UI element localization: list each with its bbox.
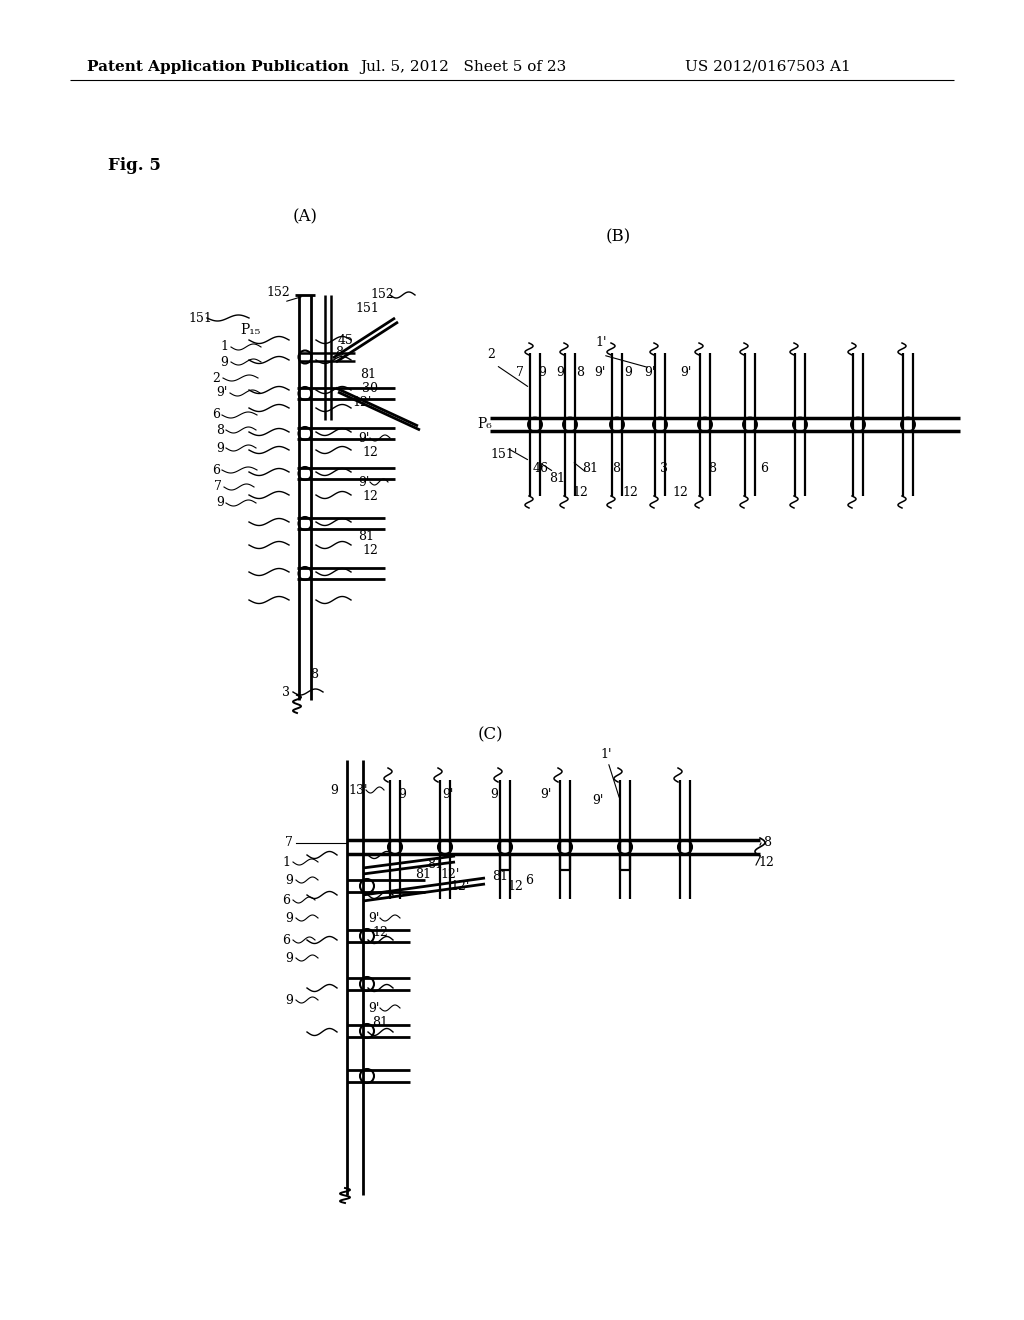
Text: 7: 7 bbox=[516, 366, 524, 379]
Text: 8: 8 bbox=[575, 366, 584, 379]
Text: 8: 8 bbox=[708, 462, 716, 474]
Text: (B): (B) bbox=[605, 228, 631, 246]
Text: 81: 81 bbox=[582, 462, 598, 474]
Text: 45: 45 bbox=[338, 334, 354, 346]
Text: 12': 12' bbox=[352, 396, 372, 408]
Text: 12: 12 bbox=[372, 927, 388, 940]
Text: 8: 8 bbox=[612, 462, 620, 474]
Text: 6: 6 bbox=[760, 462, 768, 474]
Text: 8: 8 bbox=[763, 837, 771, 850]
Text: 81: 81 bbox=[360, 368, 376, 381]
Text: 6: 6 bbox=[212, 408, 220, 421]
Text: 9: 9 bbox=[285, 994, 293, 1006]
Text: 12': 12' bbox=[440, 869, 460, 882]
Text: 12: 12 bbox=[672, 486, 688, 499]
Text: 9: 9 bbox=[490, 788, 498, 801]
Text: 6: 6 bbox=[525, 874, 534, 887]
Text: 81: 81 bbox=[415, 869, 431, 882]
Text: 151': 151' bbox=[490, 449, 517, 462]
Text: 12: 12 bbox=[507, 880, 523, 894]
Text: 12: 12 bbox=[622, 486, 638, 499]
Text: 12: 12 bbox=[362, 446, 378, 458]
Text: 9': 9' bbox=[358, 475, 370, 488]
Text: 81: 81 bbox=[372, 1015, 388, 1028]
Text: (A): (A) bbox=[293, 209, 317, 226]
Text: 151: 151 bbox=[188, 312, 212, 325]
Text: 2: 2 bbox=[487, 348, 495, 362]
Text: 152: 152 bbox=[266, 285, 290, 298]
Text: 7: 7 bbox=[214, 480, 222, 494]
Text: 9: 9 bbox=[220, 355, 228, 368]
Text: 9: 9 bbox=[330, 784, 338, 796]
Text: (C): (C) bbox=[477, 726, 503, 743]
Text: 8: 8 bbox=[310, 668, 318, 681]
Text: 1: 1 bbox=[220, 341, 228, 354]
Text: 9: 9 bbox=[538, 366, 546, 379]
Text: 1': 1' bbox=[600, 748, 611, 762]
Text: 151: 151 bbox=[355, 301, 379, 314]
Text: 9: 9 bbox=[398, 788, 406, 801]
Text: 7: 7 bbox=[285, 837, 293, 850]
Text: 81: 81 bbox=[358, 531, 374, 544]
Text: 9: 9 bbox=[216, 441, 224, 454]
Text: 12: 12 bbox=[362, 544, 378, 557]
Text: 8: 8 bbox=[216, 424, 224, 437]
Text: 9': 9' bbox=[592, 793, 603, 807]
Text: Patent Application Publication: Patent Application Publication bbox=[87, 59, 349, 74]
Text: 9': 9' bbox=[644, 366, 655, 379]
Text: 3: 3 bbox=[660, 462, 668, 474]
Text: Jul. 5, 2012   Sheet 5 of 23: Jul. 5, 2012 Sheet 5 of 23 bbox=[360, 59, 566, 74]
Text: 6: 6 bbox=[282, 933, 290, 946]
Text: P₁₅: P₁₅ bbox=[240, 323, 260, 337]
Text: 9': 9' bbox=[216, 387, 227, 400]
Text: 1: 1 bbox=[282, 855, 290, 869]
Text: 30: 30 bbox=[362, 381, 378, 395]
Text: 81: 81 bbox=[492, 870, 508, 883]
Text: 81: 81 bbox=[549, 471, 565, 484]
Text: 9: 9 bbox=[285, 874, 293, 887]
Text: US 2012/0167503 A1: US 2012/0167503 A1 bbox=[685, 59, 851, 74]
Text: 2: 2 bbox=[212, 371, 220, 384]
Text: 13': 13' bbox=[348, 784, 368, 796]
Text: 12': 12' bbox=[450, 880, 469, 894]
Text: 9: 9 bbox=[285, 912, 293, 924]
Text: 6: 6 bbox=[282, 894, 290, 907]
Text: 9': 9' bbox=[368, 912, 379, 924]
Text: 9: 9 bbox=[216, 496, 224, 510]
Text: 152: 152 bbox=[370, 289, 394, 301]
Text: 3: 3 bbox=[282, 685, 290, 698]
Text: 9': 9' bbox=[358, 432, 370, 445]
Text: 12: 12 bbox=[362, 490, 378, 503]
Text: 9': 9' bbox=[368, 1002, 379, 1015]
Text: P₆: P₆ bbox=[477, 417, 492, 432]
Text: 12: 12 bbox=[572, 486, 588, 499]
Text: 9': 9' bbox=[540, 788, 551, 801]
Text: 46: 46 bbox=[534, 462, 549, 474]
Text: 9': 9' bbox=[680, 366, 691, 379]
Text: 9': 9' bbox=[442, 788, 454, 801]
Text: 1': 1' bbox=[595, 335, 606, 348]
Text: 9: 9 bbox=[624, 366, 632, 379]
Text: 12: 12 bbox=[758, 855, 774, 869]
Text: 9': 9' bbox=[594, 366, 605, 379]
Text: 9: 9 bbox=[285, 952, 293, 965]
Text: 8: 8 bbox=[335, 346, 343, 359]
Text: 9: 9 bbox=[556, 366, 564, 379]
Text: 6: 6 bbox=[212, 463, 220, 477]
Text: 81: 81 bbox=[427, 858, 443, 870]
Text: Fig. 5: Fig. 5 bbox=[108, 157, 161, 173]
